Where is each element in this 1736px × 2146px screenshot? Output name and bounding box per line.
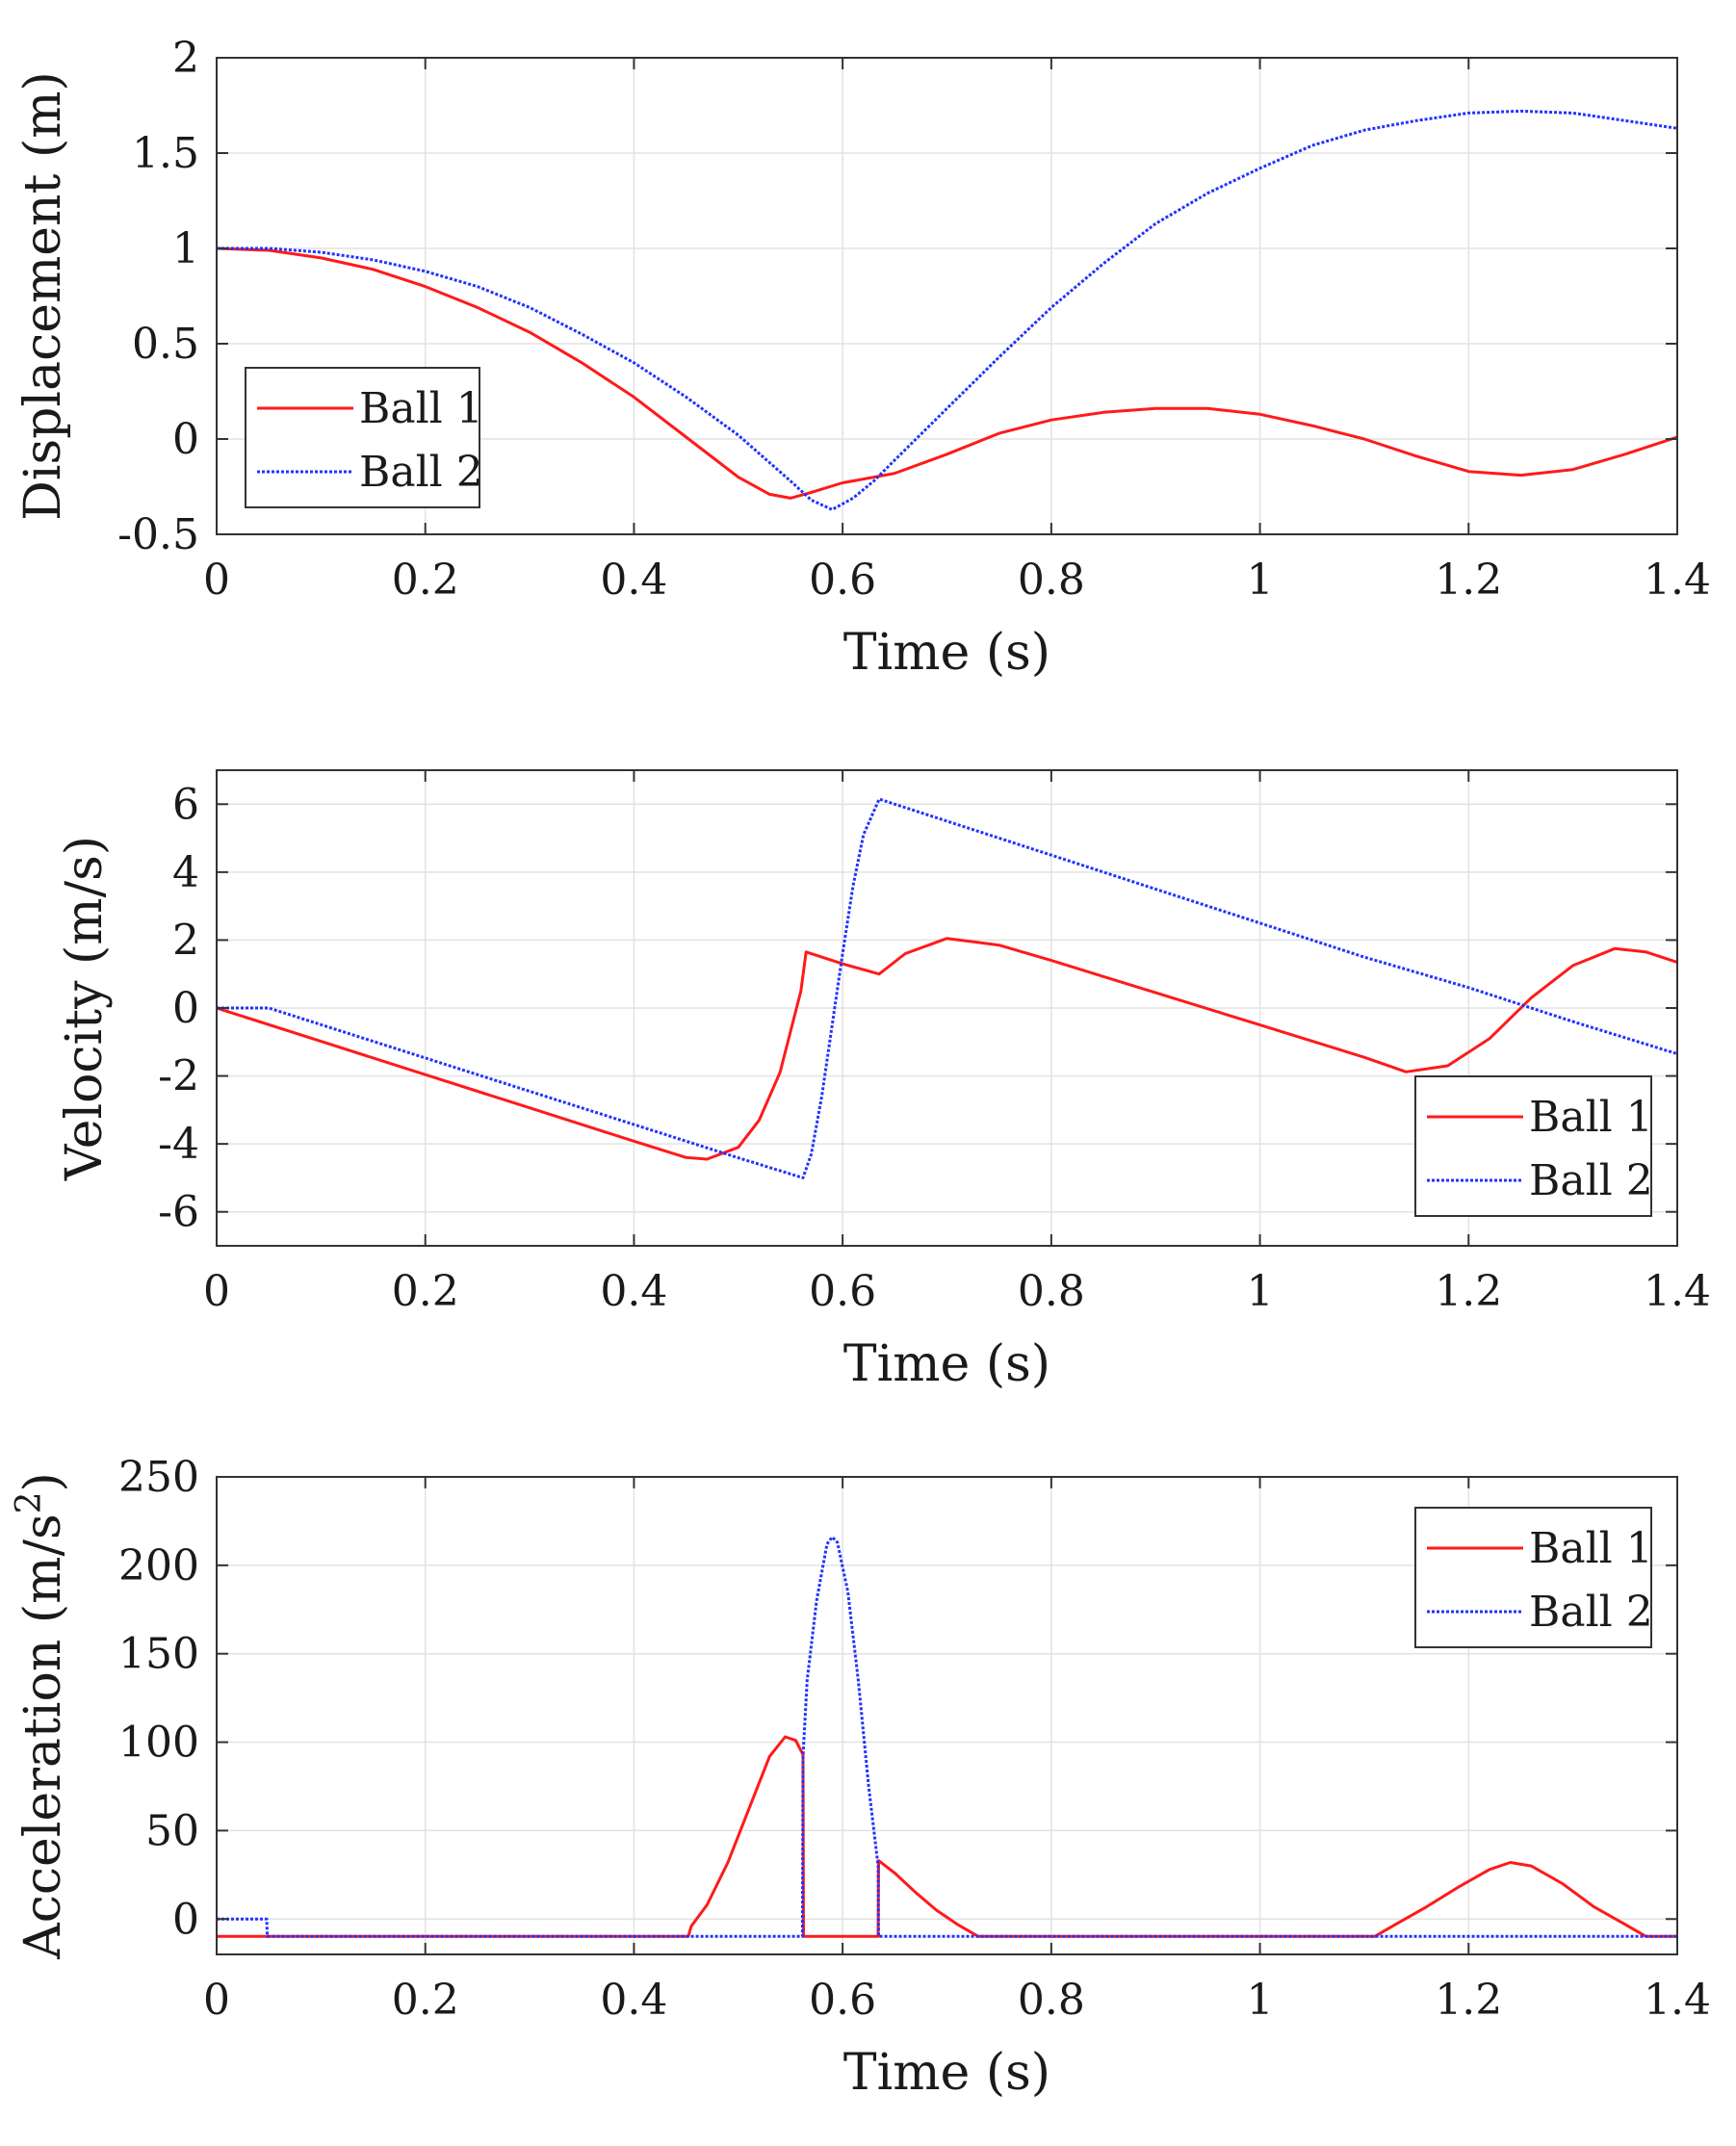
series-ball1-line: [217, 937, 1677, 1161]
chart-3: 0 0.2 0.4 0.6 0.8 1 1.2 1.4 0 50 100 150 200 250 Time …: [10, 1453, 1711, 2102]
y-axis-label-suffix: ): [14, 1472, 72, 1491]
legend: Ball 1 Ball 2: [245, 367, 483, 508]
y-axis-label: Displacement (m): [14, 71, 72, 521]
legend-label-ball1: Ball 1: [359, 384, 483, 433]
legend: Ball 1 Ball 2: [1414, 1075, 1653, 1217]
x-axis-label: Time (s): [843, 624, 1050, 682]
y-tick-label: -4: [158, 1120, 199, 1169]
x-tick-label: 0: [203, 556, 230, 605]
y-tick-label: 2: [172, 34, 199, 83]
y-axis-label-text: Velocity (m/s): [56, 836, 114, 1181]
x-tick-label: 0.6: [809, 1267, 876, 1316]
x-tick-label: 0.8: [1018, 556, 1085, 605]
axes-frame: [216, 1476, 1678, 1955]
y-tick-label: 6: [172, 780, 199, 829]
x-tick-label: 1.2: [1435, 556, 1502, 605]
x-tick-label: 1: [1247, 1976, 1274, 2025]
x-tick-label: 1.4: [1644, 1976, 1711, 2025]
legend-label-ball1: Ball 1: [1529, 1093, 1653, 1142]
x-tick-label: 0.2: [392, 1976, 459, 2025]
x-tick-label: 1.2: [1435, 1976, 1502, 2025]
legend-box: [1414, 1507, 1652, 1648]
x-tick-label: 0.8: [1018, 1267, 1085, 1316]
series-ball1-line: [217, 246, 1677, 500]
axes-frame: [216, 57, 1678, 535]
x-tick-label: 1: [1247, 556, 1274, 605]
y-tick-label: 0: [172, 415, 199, 464]
legend-label-ball2: Ball 2: [1529, 1156, 1653, 1205]
x-tick-label: 0.4: [600, 1267, 667, 1316]
y-tick-label: 150: [118, 1630, 199, 1679]
legend-label-ball2: Ball 2: [1529, 1588, 1653, 1637]
series-ball2-line: [217, 109, 1677, 511]
x-tick-label: 0.2: [392, 556, 459, 605]
y-tick-label: 1.5: [132, 129, 199, 178]
series-ball2-line: [217, 1536, 1677, 1938]
y-axis-label: Velocity (m/s): [56, 836, 114, 1181]
y-axis-label-text: Displacement (m): [14, 71, 72, 521]
x-axis-label: Time (s): [843, 1335, 1050, 1393]
y-tick-label: 1: [172, 224, 199, 273]
legend-label-ball1: Ball 1: [1529, 1524, 1653, 1573]
x-tick-label: 1.4: [1644, 556, 1711, 605]
y-tick-label: 0: [172, 984, 199, 1033]
y-tick-label: 2: [172, 916, 199, 965]
y-axis-label: Acceleration (m/s2): [10, 1472, 73, 1960]
y-tick-label: 250: [118, 1453, 199, 1502]
x-tick-label: 0.8: [1018, 1976, 1085, 2025]
y-tick-label: 0: [172, 1895, 199, 1944]
legend: Ball 1 Ball 2: [1414, 1507, 1653, 1648]
x-tick-label: 0: [203, 1976, 230, 2025]
x-tick-label: 0.6: [809, 556, 876, 605]
x-tick-label: 0.6: [809, 1976, 876, 2025]
y-tick-label: 50: [145, 1806, 199, 1855]
x-tick-label: 0: [203, 1267, 230, 1316]
x-tick-label: 1.4: [1644, 1267, 1711, 1316]
x-tick-label: 0.4: [600, 556, 667, 605]
y-tick-label: 200: [118, 1541, 199, 1590]
x-tick-label: 1: [1247, 1267, 1274, 1316]
legend-box: [1414, 1075, 1652, 1217]
y-tick-label: 0.5: [132, 320, 199, 369]
legend-box: [245, 367, 480, 508]
x-axis-label: Time (s): [843, 2044, 1050, 2102]
y-tick-label: -6: [158, 1188, 199, 1237]
y-tick-label: -0.5: [117, 510, 199, 559]
y-tick-label: 100: [118, 1719, 199, 1768]
y-axis-label-superscript: 2: [10, 1491, 49, 1513]
legend-label-ball2: Ball 2: [359, 448, 483, 497]
y-tick-label: 4: [172, 848, 199, 897]
chart-2: 0 0.2 0.4 0.6 0.8 1 1.2 1.4 -6 -4 -2 0 2 4 6 Time (s) Ve…: [56, 769, 1711, 1393]
y-tick-label: -2: [158, 1052, 199, 1101]
y-axis-label-text: Acceleration (m/s: [14, 1513, 72, 1960]
x-tick-label: 0.2: [392, 1267, 459, 1316]
series-ball2-line: [217, 797, 1677, 1179]
series-ball1-line: [217, 1735, 1677, 1938]
x-tick-label: 0.4: [600, 1976, 667, 2025]
x-tick-label: 1.2: [1435, 1267, 1502, 1316]
